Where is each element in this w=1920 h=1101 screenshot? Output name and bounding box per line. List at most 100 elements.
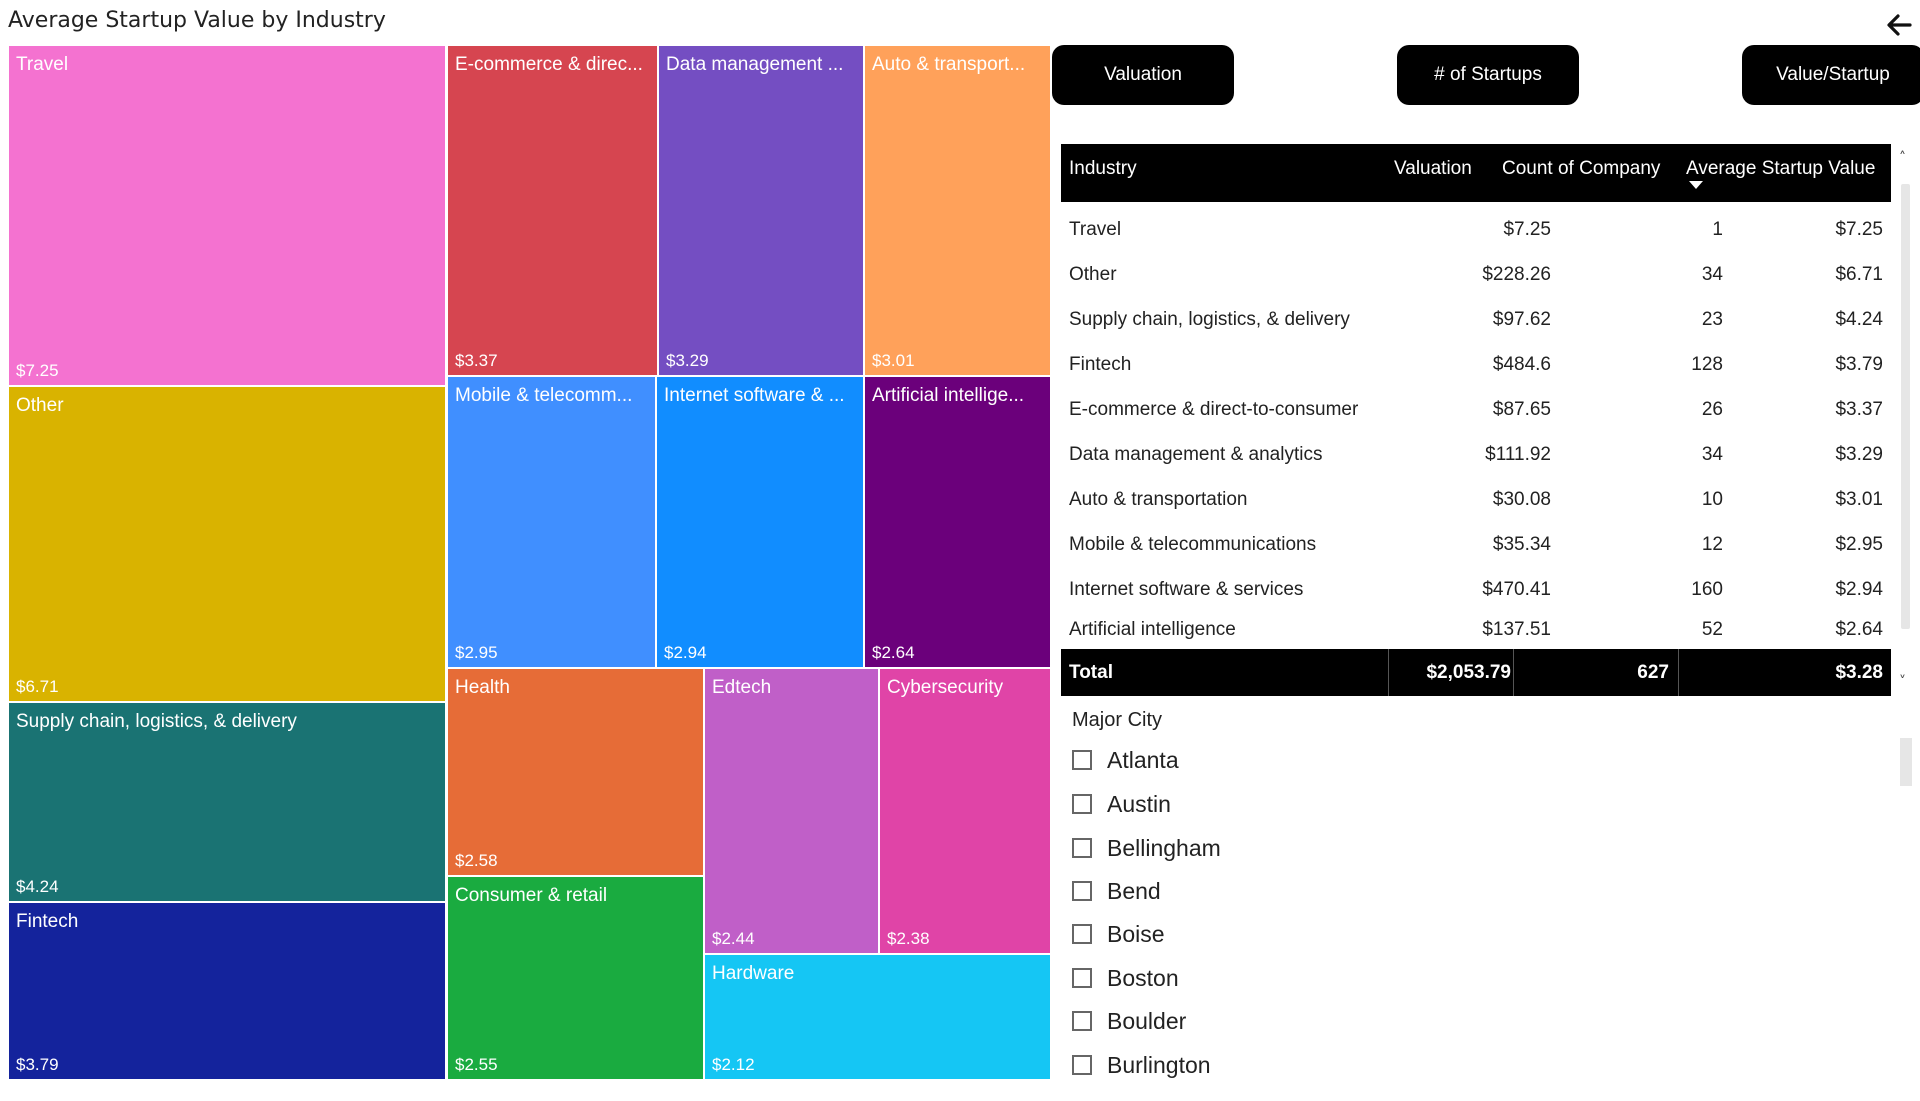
table-row[interactable]: Mobile & telecommunications $35.34 12 $2… <box>1061 522 1891 567</box>
tile-label: Auto & transport... <box>872 54 1026 75</box>
treemap-tile-mobile[interactable]: Mobile & telecomm... $2.95 <box>447 376 656 668</box>
tile-label: Supply chain, logistics, & delivery <box>16 711 297 732</box>
tile-label: Mobile & telecomm... <box>455 385 633 406</box>
column-header-industry[interactable]: Industry <box>1069 158 1137 179</box>
treemap-tile-ai[interactable]: Artificial intellige... $2.64 <box>864 376 1051 668</box>
table-header: Industry Valuation Count of Company Aver… <box>1061 144 1891 202</box>
tile-value: $3.37 <box>455 351 498 370</box>
column-header-valuation[interactable]: Valuation <box>1394 158 1472 179</box>
tile-value: $3.79 <box>16 1055 59 1074</box>
table-row[interactable]: Fintech $484.6 128 $3.79 <box>1061 342 1891 387</box>
checkbox[interactable] <box>1072 838 1092 858</box>
checkbox[interactable] <box>1072 968 1092 988</box>
tile-label: Consumer & retail <box>455 885 608 906</box>
cell-count: 12 <box>1701 534 1723 555</box>
tile-label: Artificial intellige... <box>872 385 1025 406</box>
cell-industry: Mobile & telecommunications <box>1069 534 1317 555</box>
tile-value: $2.12 <box>712 1055 755 1074</box>
slicer-scrollbar[interactable] <box>1900 738 1912 786</box>
treemap-chart: Travel $7.25 Other $6.71 Supply chain, l… <box>8 45 1051 1080</box>
column-divider <box>1513 649 1514 696</box>
checkbox[interactable] <box>1072 1011 1092 1031</box>
tile-label: Cybersecurity <box>887 677 1004 698</box>
cell-industry: E-commerce & direct-to-consumer <box>1069 399 1359 420</box>
page-title: Average Startup Value by Industry <box>8 8 386 33</box>
checkbox[interactable] <box>1072 1055 1092 1075</box>
tile-value: $2.58 <box>455 851 498 870</box>
cell-count: 1 <box>1712 219 1723 240</box>
table-row[interactable]: Travel $7.25 1 $7.25 <box>1061 207 1891 252</box>
checkbox[interactable] <box>1072 881 1092 901</box>
startups-button[interactable]: # of Startups <box>1397 45 1579 105</box>
table-row[interactable]: Auto & transportation $30.08 10 $3.01 <box>1061 477 1891 522</box>
value-per-startup-button[interactable]: Value/Startup <box>1742 45 1920 105</box>
treemap-tile-cybersecurity[interactable]: Cybersecurity $2.38 <box>879 668 1051 954</box>
treemap-tile-ecommerce[interactable]: E-commerce & direc... $3.37 <box>447 45 658 376</box>
slicer-title: Major City <box>1072 709 1163 731</box>
table-row[interactable]: Internet software & services $470.41 160… <box>1061 567 1891 612</box>
slicer-item-label: Burlington <box>1107 1051 1211 1078</box>
treemap-tile-auto[interactable]: Auto & transport... $3.01 <box>864 45 1051 376</box>
treemap-tile-travel[interactable]: Travel $7.25 <box>8 45 446 386</box>
checkbox[interactable] <box>1072 924 1092 944</box>
cell-average: $2.95 <box>1835 534 1883 555</box>
treemap-tile-health[interactable]: Health $2.58 <box>447 668 704 876</box>
tile-value: $2.94 <box>664 643 707 662</box>
tile-label: Other <box>16 395 64 416</box>
cell-valuation: $87.65 <box>1492 399 1551 420</box>
slicer-item-bend[interactable]: Bend <box>1072 871 1161 911</box>
tile-value: $4.24 <box>16 877 59 896</box>
cell-count: 52 <box>1701 619 1723 640</box>
table-row[interactable]: Supply chain, logistics, & delivery $97.… <box>1061 297 1891 342</box>
table-row[interactable]: Artificial intelligence $137.51 52 $2.64 <box>1061 607 1891 652</box>
total-count: 627 <box>1637 662 1669 683</box>
slicer-item-burlington[interactable]: Burlington <box>1072 1045 1211 1085</box>
tile-value: $2.44 <box>712 929 755 948</box>
table-total-row: Total $2,053.79 627 $3.28 <box>1061 649 1891 696</box>
treemap-tile-internet-software[interactable]: Internet software & ... $2.94 <box>656 376 864 668</box>
industry-table: Industry Valuation Count of Company Aver… <box>1061 144 1891 696</box>
tile-value: $2.64 <box>872 643 915 662</box>
cell-valuation: $30.08 <box>1492 489 1551 510</box>
column-header-average-value[interactable]: Average Startup Value <box>1686 158 1876 179</box>
column-header-count[interactable]: Count of Company <box>1502 158 1661 179</box>
treemap-tile-hardware[interactable]: Hardware $2.12 <box>704 954 1051 1080</box>
slicer-item-austin[interactable]: Austin <box>1072 784 1171 824</box>
cell-valuation: $137.51 <box>1482 619 1551 640</box>
arrow-left-icon[interactable] <box>1884 10 1914 40</box>
treemap-tile-data-management[interactable]: Data management ... $3.29 <box>658 45 864 376</box>
table-row[interactable]: E-commerce & direct-to-consumer $87.65 2… <box>1061 387 1891 432</box>
checkbox[interactable] <box>1072 750 1092 770</box>
treemap-tile-consumer-retail[interactable]: Consumer & retail $2.55 <box>447 876 704 1080</box>
valuation-button[interactable]: Valuation <box>1052 45 1234 105</box>
slicer-item-boise[interactable]: Boise <box>1072 914 1165 954</box>
treemap-tile-other[interactable]: Other $6.71 <box>8 386 446 702</box>
scroll-down-icon[interactable]: ˅ <box>1899 674 1906 690</box>
cell-valuation: $111.92 <box>1485 444 1551 465</box>
treemap-tile-edtech[interactable]: Edtech $2.44 <box>704 668 879 954</box>
cell-valuation: $35.34 <box>1492 534 1551 555</box>
cell-industry: Internet software & services <box>1069 579 1304 600</box>
slicer-item-bellingham[interactable]: Bellingham <box>1072 828 1221 868</box>
tile-value: $2.55 <box>455 1055 498 1074</box>
table-row[interactable]: Other $228.26 34 $6.71 <box>1061 252 1891 297</box>
cell-count: 128 <box>1691 354 1723 375</box>
treemap-tile-supply-chain[interactable]: Supply chain, logistics, & delivery $4.2… <box>8 702 446 902</box>
checkbox[interactable] <box>1072 794 1092 814</box>
column-divider <box>1678 649 1679 696</box>
table-scrollbar[interactable]: ˄ ˅ <box>1895 144 1917 696</box>
tile-value: $6.71 <box>16 677 59 696</box>
table-row[interactable]: Data management & analytics $111.92 34 $… <box>1061 432 1891 477</box>
slicer-item-boston[interactable]: Boston <box>1072 958 1179 998</box>
scroll-up-icon[interactable]: ˄ <box>1899 150 1906 166</box>
cell-industry: Other <box>1069 264 1117 285</box>
tile-label: Internet software & ... <box>664 385 845 406</box>
slicer-item-label: Boston <box>1107 964 1179 991</box>
cell-count: 34 <box>1701 444 1723 465</box>
slicer-item-atlanta[interactable]: Atlanta <box>1072 740 1179 780</box>
cell-count: 23 <box>1701 309 1723 330</box>
treemap-tile-fintech[interactable]: Fintech $3.79 <box>8 902 446 1080</box>
scrollbar-thumb[interactable] <box>1901 184 1910 629</box>
slicer-item-boulder[interactable]: Boulder <box>1072 1001 1186 1041</box>
cell-count: 160 <box>1691 579 1723 600</box>
